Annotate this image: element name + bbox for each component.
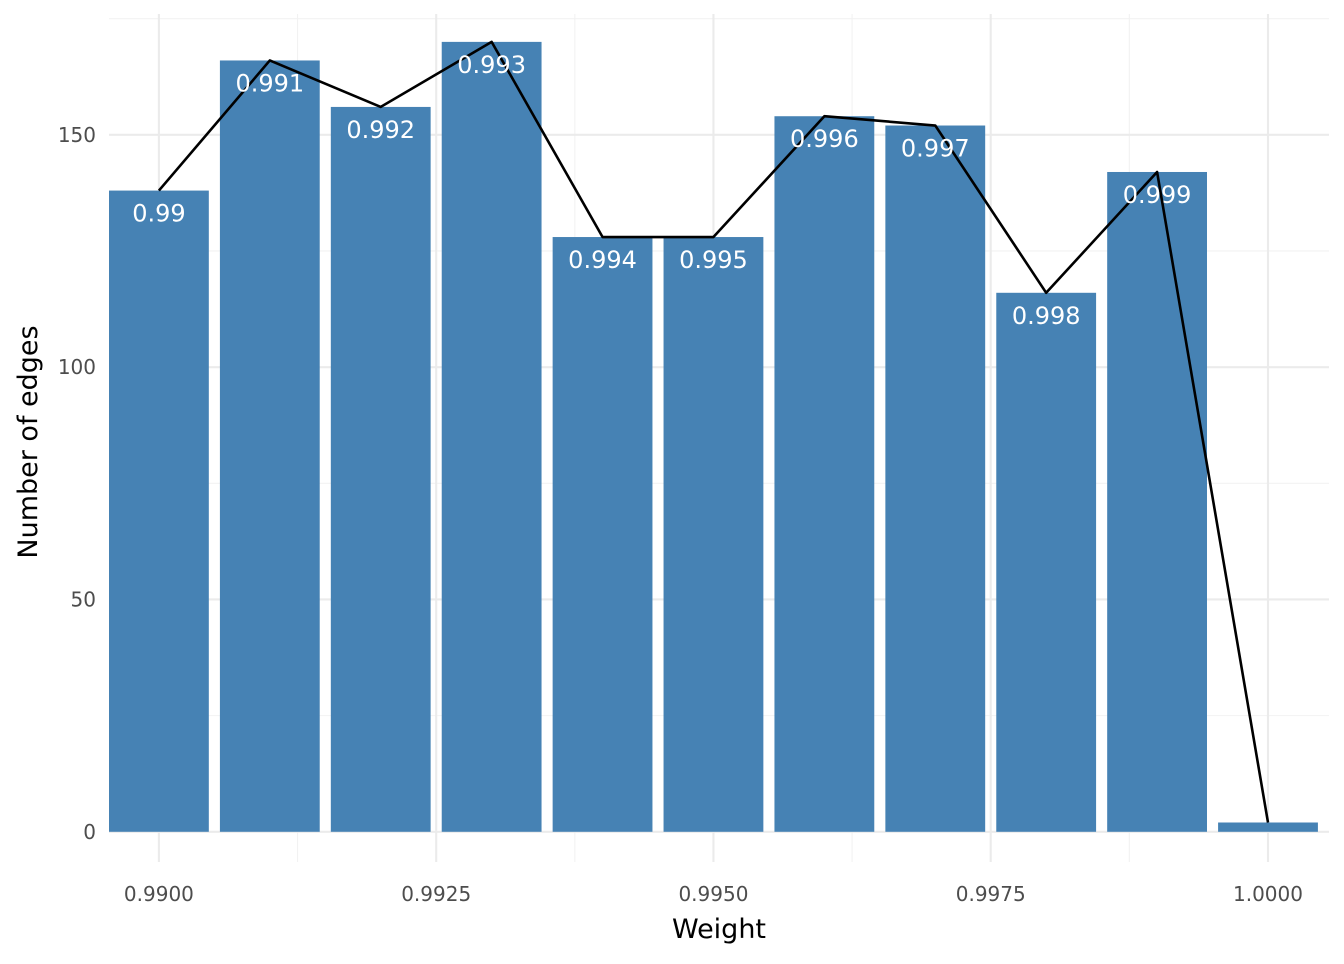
bar-value-label: 0.996	[790, 125, 859, 153]
y-axis-title: Number of edges	[13, 325, 44, 558]
bar	[109, 190, 209, 832]
x-tick-label: 0.9900	[124, 882, 194, 906]
y-tick-label: 100	[58, 355, 96, 379]
x-axis-title: Weight	[672, 914, 766, 945]
x-tick-label: 0.9950	[678, 882, 748, 906]
bar-value-label: 0.99	[132, 200, 185, 228]
bar	[219, 60, 320, 832]
bar	[552, 237, 653, 832]
bar-value-label: 0.998	[1012, 302, 1081, 330]
bar-value-label: 0.995	[679, 246, 748, 274]
bar	[1107, 171, 1207, 832]
bar	[441, 41, 542, 832]
bar	[996, 292, 1097, 832]
y-tick-label: 50	[71, 587, 96, 611]
bar	[1218, 822, 1318, 832]
bar-value-label: 0.994	[568, 246, 637, 274]
axis-ticks: 0.9900 0.9925 0.9950 0.9975 1.0000 0 50 100 150	[58, 123, 1303, 906]
bar-labels: 0.99 0.991 0.992 0.993 0.994 0.995 0.996 0.997 0…	[132, 51, 1191, 330]
bar-value-label: 0.997	[901, 135, 970, 163]
bar	[663, 237, 764, 832]
x-tick-label: 1.0000	[1233, 882, 1303, 906]
x-tick-label: 0.9975	[956, 882, 1026, 906]
trend-line-group	[157, 40, 1270, 823]
bar	[774, 116, 875, 832]
bar	[885, 125, 986, 832]
bars	[109, 41, 1318, 832]
y-tick-label: 150	[58, 123, 96, 147]
y-tick-label: 0	[83, 820, 96, 844]
bar-value-label: 0.999	[1123, 181, 1192, 209]
bar-value-label: 0.993	[457, 51, 526, 79]
trend-line	[157, 40, 1270, 823]
bar-value-label: 0.991	[235, 69, 304, 97]
x-tick-label: 0.9925	[401, 882, 471, 906]
bar-value-label: 0.992	[346, 116, 415, 144]
bar	[330, 106, 431, 832]
